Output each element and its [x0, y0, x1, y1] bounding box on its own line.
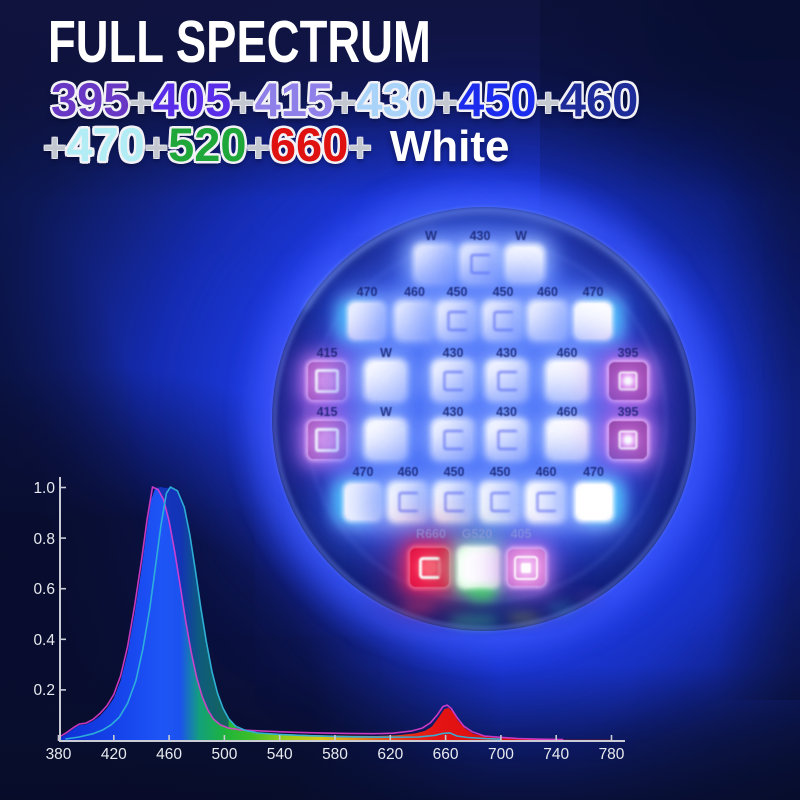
svg-text:0.2: 0.2: [33, 682, 55, 699]
svg-text:0.6: 0.6: [33, 581, 55, 598]
svg-text:580: 580: [322, 746, 348, 763]
svg-text:460: 460: [156, 746, 182, 763]
svg-text:740: 740: [543, 746, 569, 763]
svg-text:780: 780: [599, 746, 625, 763]
svg-text:500: 500: [211, 746, 237, 763]
svg-text:1.0: 1.0: [33, 480, 55, 497]
svg-text:0.8: 0.8: [33, 531, 55, 548]
svg-text:660: 660: [433, 746, 459, 763]
svg-text:620: 620: [377, 746, 403, 763]
svg-text:380: 380: [46, 746, 72, 763]
svg-text:540: 540: [267, 746, 293, 763]
svg-text:0.4: 0.4: [33, 632, 55, 649]
svg-text:700: 700: [488, 746, 514, 763]
svg-text:420: 420: [101, 746, 127, 763]
